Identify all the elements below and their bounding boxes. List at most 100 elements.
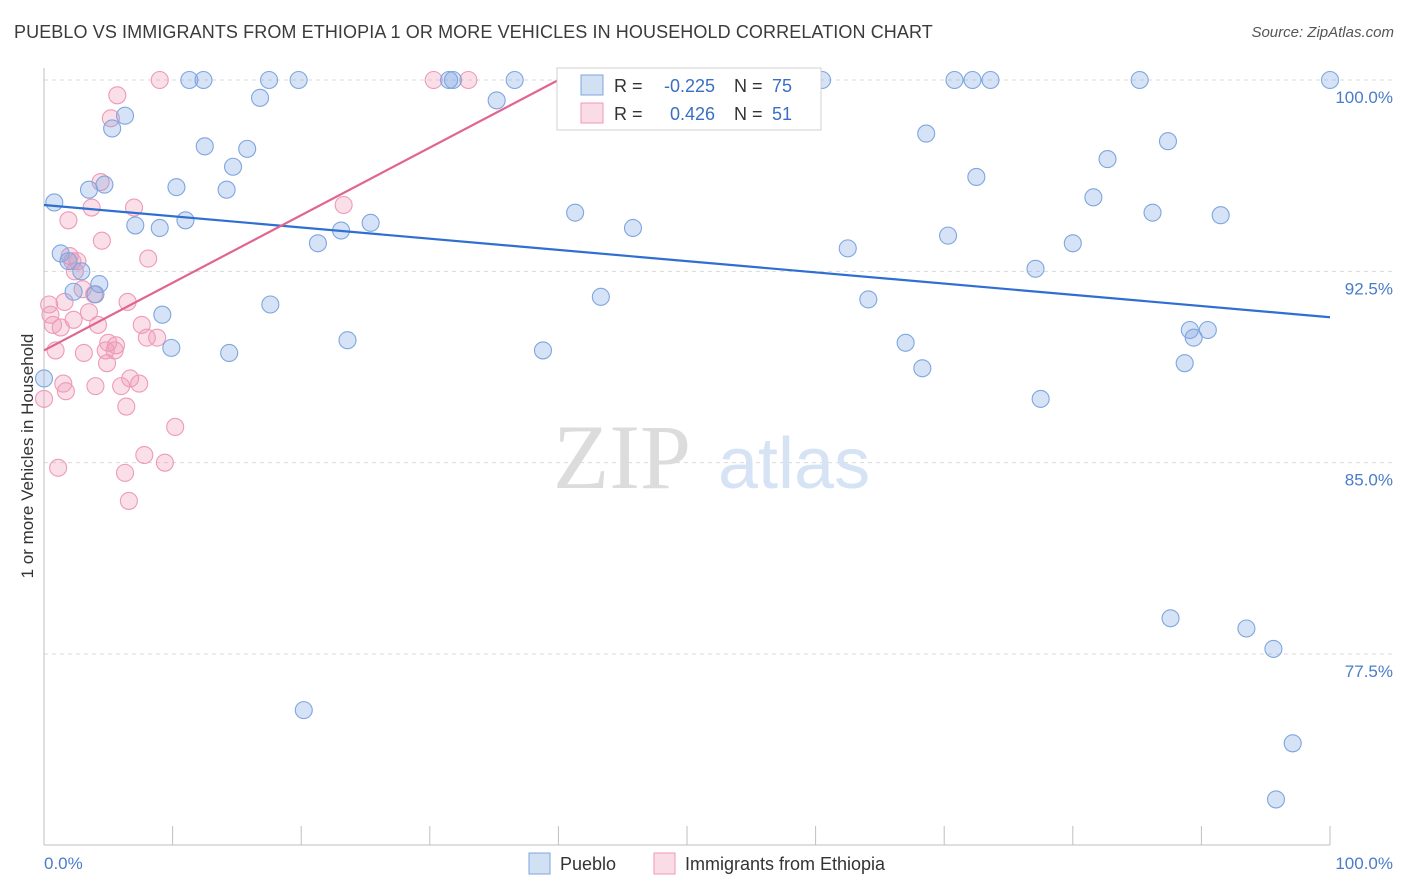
pueblo-point-27 xyxy=(261,295,280,314)
pueblo-point-50 xyxy=(917,124,936,143)
pueblo-point-48 xyxy=(896,333,915,352)
bottom-legend-label-ethiopia: Immigrants from Ethiopia xyxy=(685,854,886,874)
ethiopia-point-21 xyxy=(86,377,105,396)
ethiopia-point-13 xyxy=(64,310,83,329)
ethiopia-point-42 xyxy=(137,328,156,347)
pueblo-point-49 xyxy=(913,359,932,378)
pueblo-point-7 xyxy=(86,285,105,304)
trend-lines xyxy=(43,79,1331,352)
ethiopia-point-44 xyxy=(148,328,167,347)
legend-r-value-pueblo: -0.225 xyxy=(664,76,715,96)
pueblo-point-67 xyxy=(1184,328,1203,347)
pueblo-point-60 xyxy=(1098,150,1117,169)
ethiopia-point-5 xyxy=(49,458,68,477)
pueblo-point-20 xyxy=(195,137,214,156)
ethiopia-point-9 xyxy=(56,382,75,401)
pueblo-point-11 xyxy=(115,106,135,125)
pueblo-point-54 xyxy=(967,167,986,186)
pueblo-point-3 xyxy=(59,252,78,271)
x-tick-label-max: 100.0% xyxy=(1335,854,1393,873)
ethiopia-point-41 xyxy=(135,445,154,465)
ethiopia-point-33 xyxy=(115,463,135,482)
pueblo-point-24 xyxy=(238,139,257,158)
pueblo-point-4 xyxy=(64,282,83,301)
pueblo-point-53 xyxy=(963,70,982,90)
pueblo-point-34 xyxy=(440,70,459,90)
pueblo-point-30 xyxy=(308,234,327,253)
chart-title: PUEBLO VS IMMIGRANTS FROM ETHIOPIA 1 OR … xyxy=(14,22,933,42)
pueblo-point-15 xyxy=(162,338,181,357)
pueblo-point-28 xyxy=(289,70,308,90)
pueblo-point-47 xyxy=(859,290,878,309)
pueblo-point-39 xyxy=(566,203,585,222)
legend-swatch-ethiopia xyxy=(580,102,604,124)
pueblo-point-16 xyxy=(167,178,186,197)
pueblo-point-64 xyxy=(1161,609,1180,628)
pueblo-point-74 xyxy=(1320,70,1340,90)
legend-r-label-ethiopia: R = xyxy=(614,104,643,124)
series-immigrants-from-ethiopia xyxy=(34,70,478,510)
pueblo-point-69 xyxy=(1211,206,1230,225)
pueblo-point-25 xyxy=(250,88,270,107)
pueblo-point-22 xyxy=(220,343,239,363)
watermark: ZIP atlas xyxy=(553,406,870,508)
ethiopia-point-47 xyxy=(166,417,185,437)
pueblo-point-19 xyxy=(194,70,213,90)
legend-swatch-pueblo xyxy=(580,74,604,96)
bottom-legend-swatch-pueblo xyxy=(528,852,551,875)
pueblo-point-18 xyxy=(180,70,199,90)
x-tick-marks xyxy=(43,826,1331,845)
ethiopia-point-24 xyxy=(92,231,111,250)
pueblo-point-29 xyxy=(294,701,313,720)
bottom-legend-swatch-ethiopia xyxy=(653,852,676,875)
pueblo-point-41 xyxy=(591,287,610,306)
ethiopia-point-34 xyxy=(117,397,136,416)
legend-r-label-pueblo: R = xyxy=(614,76,643,96)
pueblo-point-70 xyxy=(1237,619,1256,638)
ethiopia-point-48 xyxy=(334,195,353,215)
pueblo-point-17 xyxy=(176,211,195,230)
ethiopia-point-50 xyxy=(459,70,478,90)
watermark-zip: ZIP xyxy=(553,406,691,508)
pueblo-point-9 xyxy=(95,175,114,194)
pueblo-point-65 xyxy=(1175,354,1194,373)
ethiopia-point-36 xyxy=(119,491,138,510)
ethiopia-point-18 xyxy=(79,303,99,322)
pueblo-point-63 xyxy=(1158,132,1178,151)
pueblo-point-13 xyxy=(150,218,169,238)
ethiopia-point-35 xyxy=(118,292,137,311)
pueblo-point-5 xyxy=(72,262,91,281)
pueblo-point-42 xyxy=(623,218,643,238)
ethiopia-point-43 xyxy=(139,249,158,268)
pueblo-point-37 xyxy=(505,70,524,90)
pueblo-point-21 xyxy=(217,180,236,199)
ethiopia-point-8 xyxy=(55,292,74,311)
pueblo-point-8 xyxy=(90,275,109,294)
pueblo-point-1 xyxy=(45,193,64,212)
y-tick-label-3: 77.5% xyxy=(1345,662,1393,681)
pueblo-point-46 xyxy=(838,239,857,258)
pueblo-point-52 xyxy=(945,70,964,90)
source-label: Source: ZipAtlas.com xyxy=(1251,24,1394,41)
pueblo-point-38 xyxy=(533,341,553,360)
bottom-legend-label-pueblo: Pueblo xyxy=(560,854,616,874)
x-tick-label-min: 0.0% xyxy=(44,854,83,873)
pueblo-point-26 xyxy=(259,70,279,90)
watermark-atlas: atlas xyxy=(718,424,870,504)
ethiopia-point-37 xyxy=(121,369,140,388)
series-pueblo xyxy=(34,70,1340,809)
pueblo-point-57 xyxy=(1031,389,1050,408)
pueblo-point-6 xyxy=(79,180,99,199)
y-axis-label: 1 or more Vehicles in Household xyxy=(18,334,37,579)
ethiopia-point-10 xyxy=(59,211,78,230)
pueblo-point-68 xyxy=(1198,320,1217,340)
pueblo-point-14 xyxy=(153,305,172,324)
pueblo-point-2 xyxy=(51,244,70,263)
pueblo-point-12 xyxy=(126,216,145,235)
ethiopia-point-31 xyxy=(108,86,127,105)
legend-n-value-ethiopia: 51 xyxy=(772,104,792,124)
bottom-legend: Pueblo Immigrants from Ethiopia xyxy=(528,852,886,875)
pueblo-point-61 xyxy=(1130,70,1149,90)
legend-n-label-ethiopia: N = xyxy=(734,104,763,124)
